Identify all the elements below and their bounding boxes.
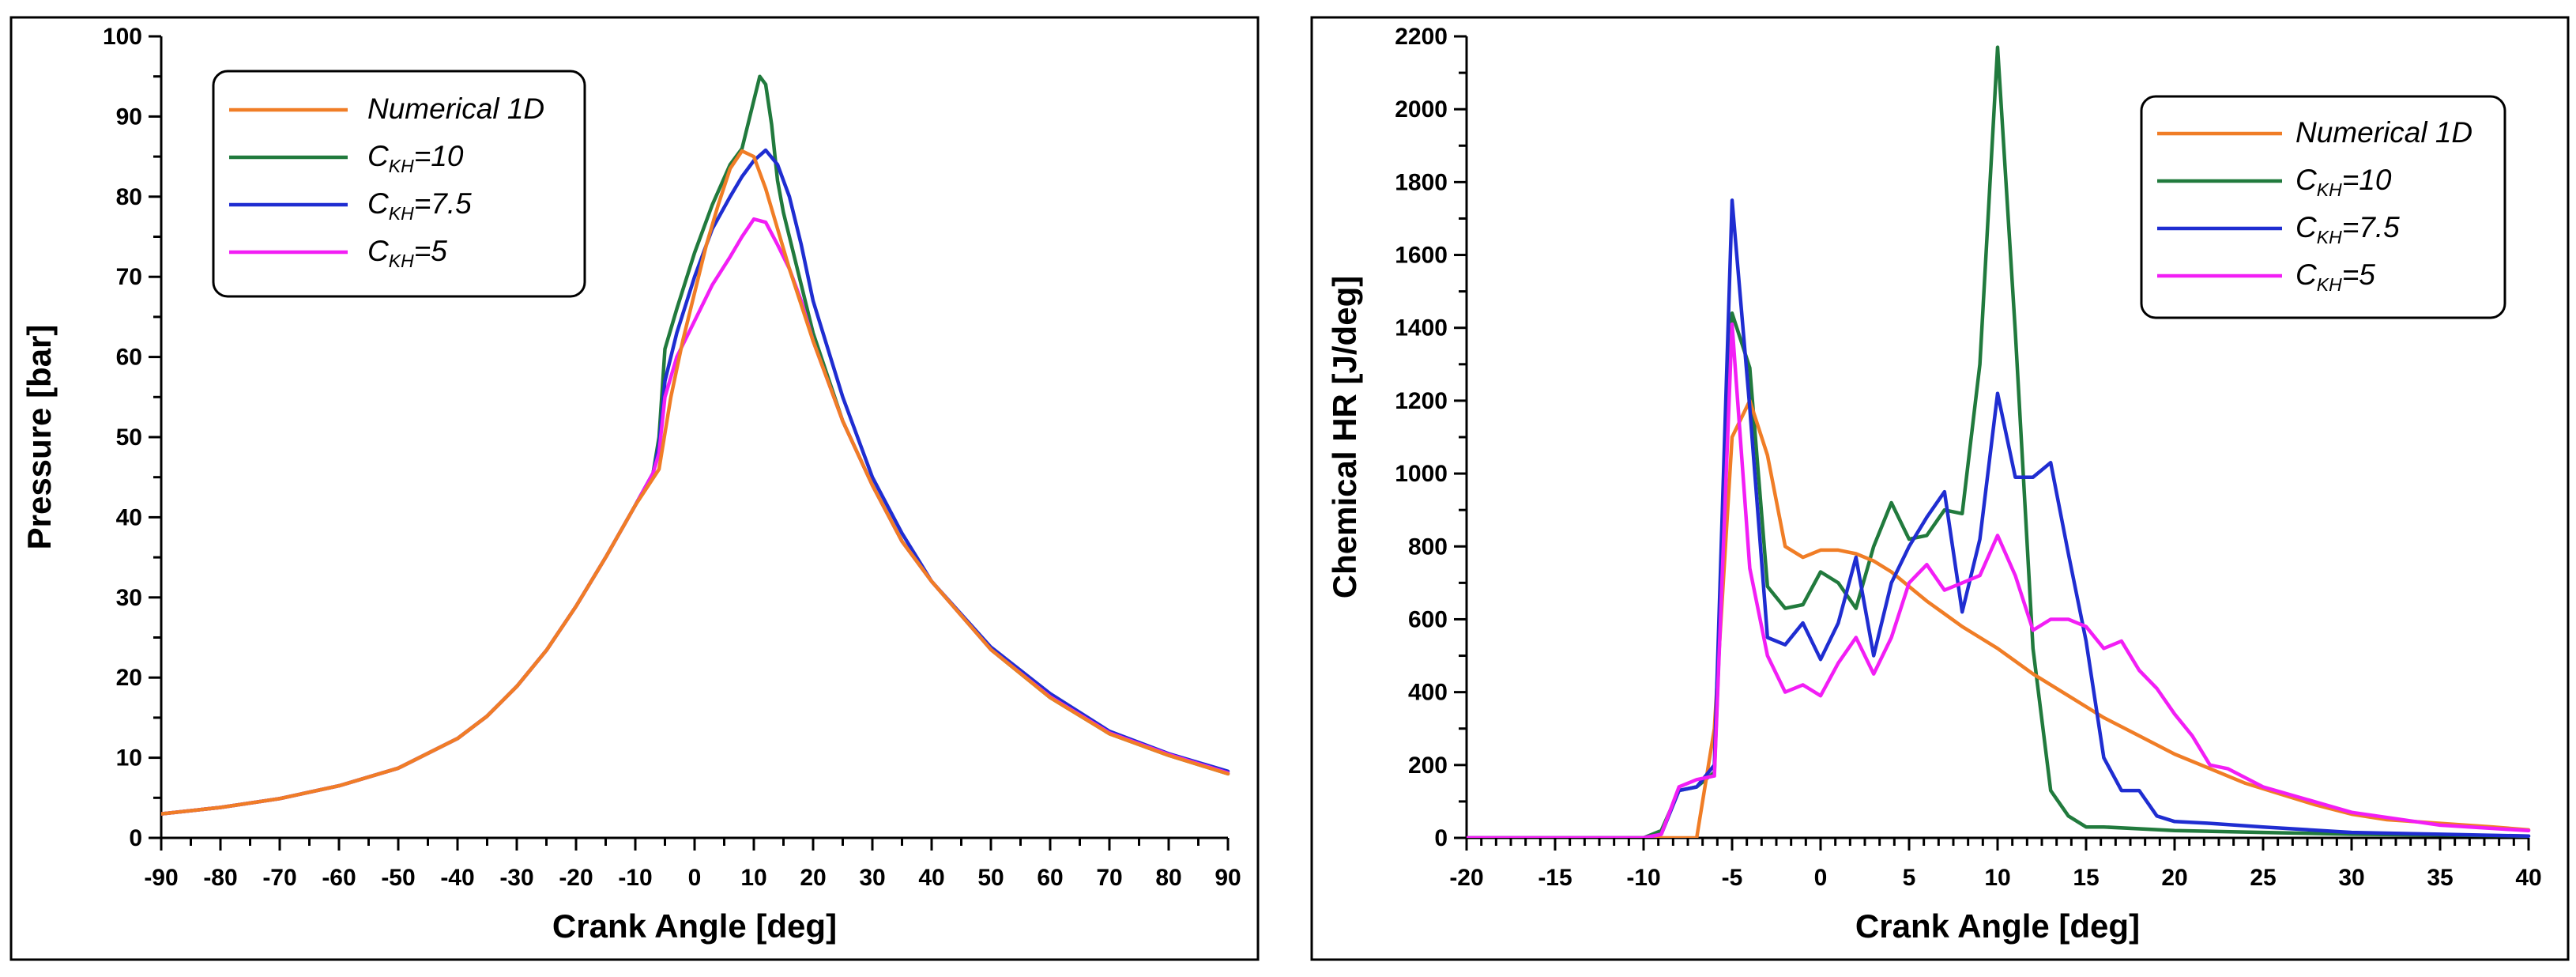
hr-legend — [2140, 95, 2506, 319]
pressure-x-tick-label: 80 — [1155, 865, 1181, 891]
pressure-legend-label: CKH=5 — [367, 235, 447, 271]
hr-x-tick-label: 20 — [2161, 865, 2187, 891]
hr-y-axis-label: Chemical HR [J/deg] — [1326, 276, 1363, 598]
hr-x-axis-label: Crank Angle [deg] — [1855, 907, 2140, 945]
pressure-legend — [212, 70, 586, 298]
hr-x-tick-label: 30 — [2338, 865, 2364, 891]
hr-legend-label: CKH=7.5 — [2295, 211, 2400, 247]
hr-series-group — [1467, 45, 2531, 838]
pressure-x-tick-label: 70 — [1096, 865, 1122, 891]
hr-series-numerical-1d — [1467, 398, 2531, 838]
pressure-x-tick-label: -30 — [499, 865, 533, 891]
hr-y-tick-label: 200 — [1408, 753, 1448, 779]
pressure-series-group — [161, 74, 1230, 816]
pressure-x-tick-label: 0 — [688, 865, 702, 891]
hr-series-c-kh-7-5 — [1467, 198, 2531, 838]
pressure-x-tick-label: -80 — [203, 865, 237, 891]
pressure-y-tick-label: 70 — [116, 264, 142, 290]
pressure-y-tick-label: 80 — [116, 184, 142, 210]
pressure-x-tick-label: -40 — [440, 865, 474, 891]
pressure-y-tick-label: 50 — [116, 424, 142, 451]
pressure-y-tick-label: 90 — [116, 104, 142, 130]
pressure-series-c-kh-5 — [161, 217, 1230, 816]
hr-legend-label: CKH=10 — [2295, 164, 2392, 200]
hr-x-tick-label: -20 — [1449, 865, 1483, 891]
hr-y-tick-label: 1600 — [1395, 243, 1448, 269]
pressure-x-tick-label: 90 — [1215, 865, 1241, 891]
hr-y-tick-label: 2200 — [1395, 24, 1448, 50]
hr-x-tick-label: -5 — [1722, 865, 1743, 891]
hr-y-tick-label: 1800 — [1395, 169, 1448, 195]
pressure-x-tick-label: 60 — [1037, 865, 1063, 891]
pressure-x-tick-label: -20 — [559, 865, 593, 891]
pressure-x-tick-label: 30 — [859, 865, 885, 891]
pressure-chart-frame — [9, 16, 1260, 961]
pressure-x-tick-label: -10 — [618, 865, 652, 891]
pressure-x-tick-label: 10 — [740, 865, 766, 891]
hr-legend-label: CKH=5 — [2295, 258, 2375, 295]
pressure-series-numerical-1d — [161, 149, 1230, 816]
pressure-y-tick-label: 40 — [116, 504, 142, 530]
hr-y-tick-label: 1000 — [1395, 461, 1448, 487]
hr-x-tick-label: 35 — [2427, 865, 2453, 891]
hr-series-c-kh-5 — [1467, 322, 2531, 838]
pressure-x-tick-label: -50 — [381, 865, 415, 891]
hr-x-tick-label: -10 — [1626, 865, 1660, 891]
pressure-legend-label: CKH=10 — [367, 140, 464, 176]
pressure-legend-label: CKH=7.5 — [367, 187, 472, 224]
pressure-chart-panel: -90 -80 -70 -60 -50 -40 -30 -20 -10 0 10 20 30 40 50 60… — [0, 0, 1280, 977]
pressure-x-axis-label: Crank Angle [deg] — [552, 907, 837, 945]
hr-y-tick-label: 400 — [1408, 680, 1448, 706]
pressure-x-tick-label: 40 — [918, 865, 944, 891]
pressure-y-tick-label: 30 — [116, 585, 142, 611]
heat-release-chart: -20 -15 -10 -5 0 5 10 15 20 25 30 35 400200400600800… — [1310, 16, 2570, 961]
hr-y-tick-label: 600 — [1408, 606, 1448, 632]
hr-x-tick-label: 0 — [1814, 865, 1828, 891]
hr-y-tick-label: 2000 — [1395, 96, 1448, 123]
pressure-x-tick-label: 20 — [800, 865, 826, 891]
pressure-x-tick-label: -60 — [322, 865, 356, 891]
pressure-y-tick-label: 20 — [116, 665, 142, 691]
pressure-y-axis-label: Pressure [bar] — [21, 325, 58, 550]
hr-x-tick-label: 10 — [1984, 865, 2010, 891]
pressure-legend-label: Numerical 1D — [367, 92, 544, 125]
pressure-chart: -90 -80 -70 -60 -50 -40 -30 -20 -10 0 10 20 30 40 50 60… — [9, 16, 1260, 961]
pressure-x-tick-label: -90 — [144, 865, 178, 891]
heat-release-chart-panel: -20 -15 -10 -5 0 5 10 15 20 25 30 35 40 0 200 400 600 800… — [1280, 0, 2576, 977]
hr-x-tick-label: 25 — [2250, 865, 2276, 891]
hr-legend-label: Numerical 1D — [2295, 116, 2472, 149]
pressure-y-tick-label: 100 — [103, 24, 142, 50]
pressure-y-tick-label: 0 — [129, 825, 142, 851]
pressure-y-tick-label: 60 — [116, 345, 142, 371]
pressure-x-tick-label: -70 — [262, 865, 296, 891]
hr-x-tick-label: 15 — [2073, 865, 2099, 891]
hr-y-tick-label: 800 — [1408, 534, 1448, 560]
hr-y-tick-label: 1400 — [1395, 315, 1448, 341]
hr-x-tick-label: 40 — [2515, 865, 2541, 891]
hr-y-tick-label: 1200 — [1395, 388, 1448, 414]
pressure-x-tick-label: 50 — [977, 865, 1004, 891]
pressure-y-tick-label: 10 — [116, 745, 142, 771]
hr-y-tick-label: 0 — [1434, 825, 1448, 851]
hr-x-tick-label: 5 — [1903, 865, 1916, 891]
hr-x-tick-label: -15 — [1538, 865, 1572, 891]
hr-chart-frame — [1310, 16, 2570, 961]
